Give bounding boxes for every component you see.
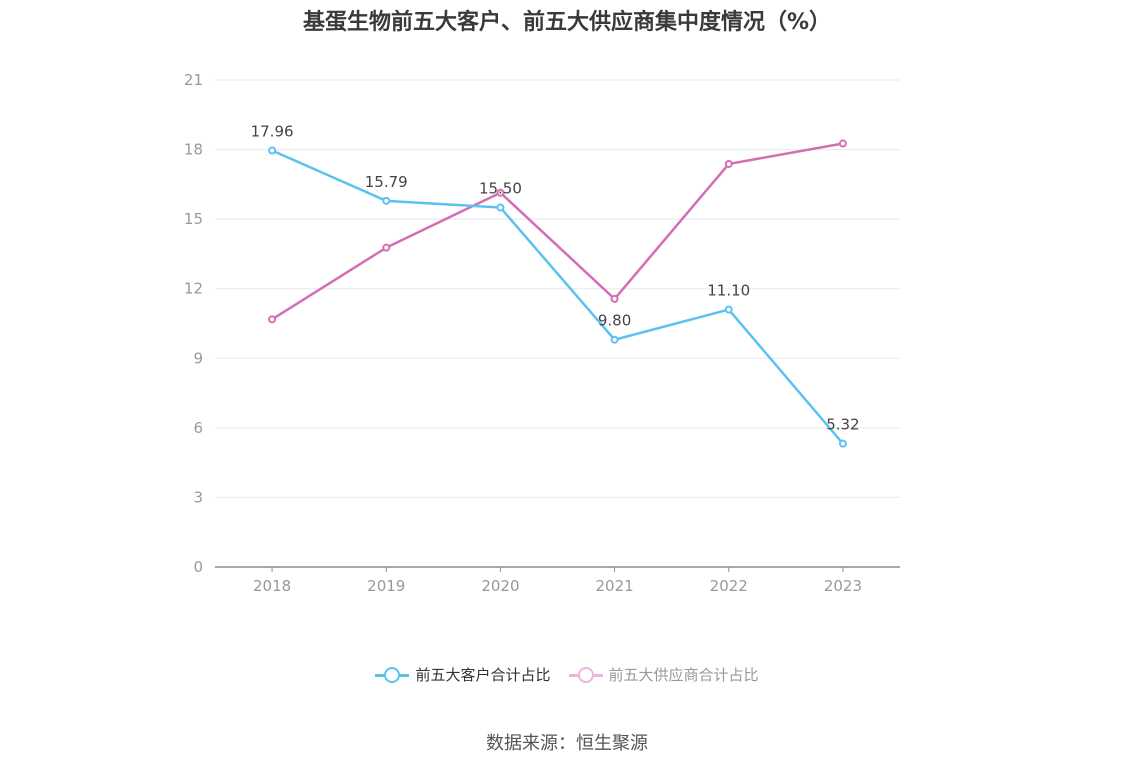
x-tick-label: 2019 bbox=[367, 577, 405, 595]
x-tick-label: 2023 bbox=[824, 577, 862, 595]
x-tick-label: 2022 bbox=[710, 577, 748, 595]
data-label: 11.10 bbox=[707, 282, 750, 300]
data-label: 5.32 bbox=[826, 416, 859, 434]
y-tick-label: 15 bbox=[184, 210, 203, 228]
legend-label-suppliers: 前五大供应商合计占比 bbox=[608, 666, 759, 684]
legend-marker-customers bbox=[375, 666, 410, 683]
y-tick-label: 3 bbox=[193, 488, 203, 506]
y-tick-label: 6 bbox=[193, 419, 203, 437]
data-point bbox=[496, 203, 505, 212]
y-tick-label: 21 bbox=[184, 71, 203, 89]
x-tick-label: 2021 bbox=[595, 577, 633, 595]
data-point bbox=[724, 305, 733, 314]
y-tick-label: 12 bbox=[184, 280, 203, 298]
data-point bbox=[610, 294, 619, 303]
y-tick-label: 9 bbox=[193, 349, 203, 367]
data-point bbox=[610, 335, 619, 344]
y-tick-label: 18 bbox=[184, 141, 203, 159]
x-tick-label: 2020 bbox=[481, 577, 519, 595]
data-point bbox=[838, 439, 847, 448]
legend-marker-suppliers bbox=[568, 666, 603, 683]
series-line-0 bbox=[271, 149, 844, 445]
data-point bbox=[838, 139, 847, 148]
legend-item-customers[interactable]: 前五大客户合计占比 bbox=[375, 664, 551, 685]
legend: 前五大客户合计占比 前五大供应商合计占比 bbox=[0, 664, 1134, 685]
data-point bbox=[268, 315, 277, 324]
source-note: 数据来源：恒生聚源 bbox=[486, 733, 648, 754]
series-line-1 bbox=[271, 142, 844, 321]
data-point bbox=[496, 188, 505, 197]
y-tick-label: 0 bbox=[193, 558, 203, 576]
data-label: 15.79 bbox=[365, 173, 408, 191]
chart-title: 基蛋生物前五大客户、前五大供应商集中度情况（%） bbox=[302, 10, 832, 35]
data-point bbox=[382, 243, 391, 252]
data-point bbox=[382, 196, 391, 205]
data-label: 9.80 bbox=[598, 312, 631, 330]
data-label: 17.96 bbox=[251, 122, 294, 140]
legend-label-customers: 前五大客户合计占比 bbox=[415, 666, 551, 684]
data-label: 15.50 bbox=[479, 180, 522, 198]
data-point bbox=[268, 146, 277, 155]
data-point bbox=[724, 159, 733, 168]
x-tick-label: 2018 bbox=[253, 577, 291, 595]
legend-item-suppliers[interactable]: 前五大供应商合计占比 bbox=[568, 664, 759, 685]
